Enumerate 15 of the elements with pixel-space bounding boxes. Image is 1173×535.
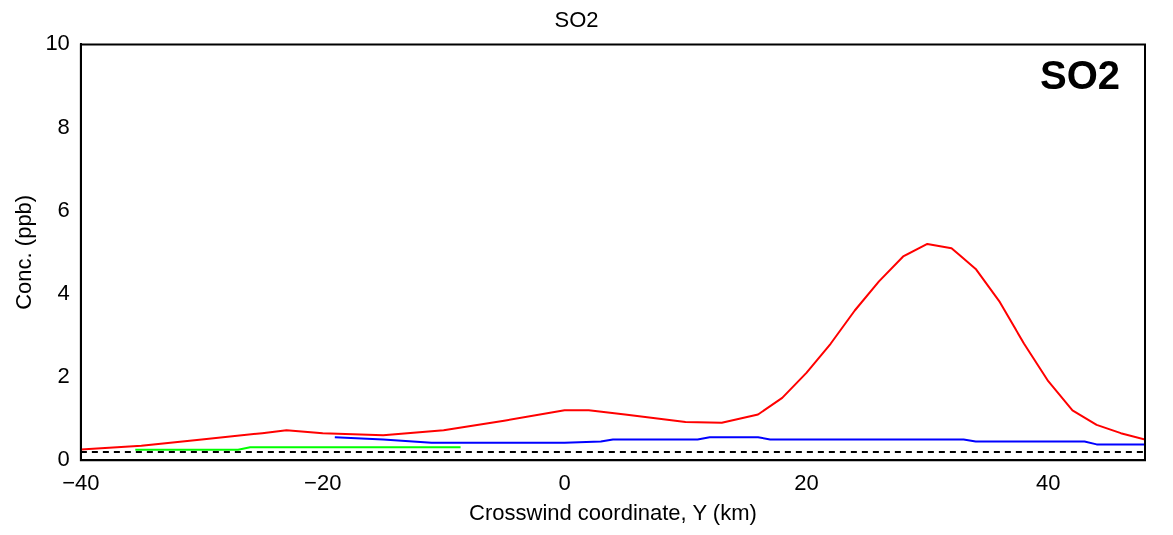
y-tick-label: 2 bbox=[57, 363, 70, 389]
y-tick-label: 4 bbox=[57, 279, 70, 305]
chart-title: SO2 bbox=[554, 7, 599, 33]
y-axis-title: Conc. (ppb) bbox=[11, 194, 37, 310]
x-tick-label: 20 bbox=[794, 470, 819, 496]
x-tick-label: 40 bbox=[1036, 470, 1061, 496]
y-tick-label: 0 bbox=[57, 446, 70, 472]
annotation: SO2 bbox=[1039, 53, 1120, 98]
y-tick-label: 10 bbox=[45, 30, 70, 56]
x-tick-label: −20 bbox=[304, 470, 342, 496]
y-tick-label: 6 bbox=[57, 196, 70, 222]
x-axis-title: Crosswind coordinate, Y (km) bbox=[469, 499, 757, 525]
x-tick-label: 0 bbox=[558, 470, 571, 496]
y-tick-label: 8 bbox=[57, 113, 70, 139]
x-tick-label: −40 bbox=[62, 470, 100, 496]
